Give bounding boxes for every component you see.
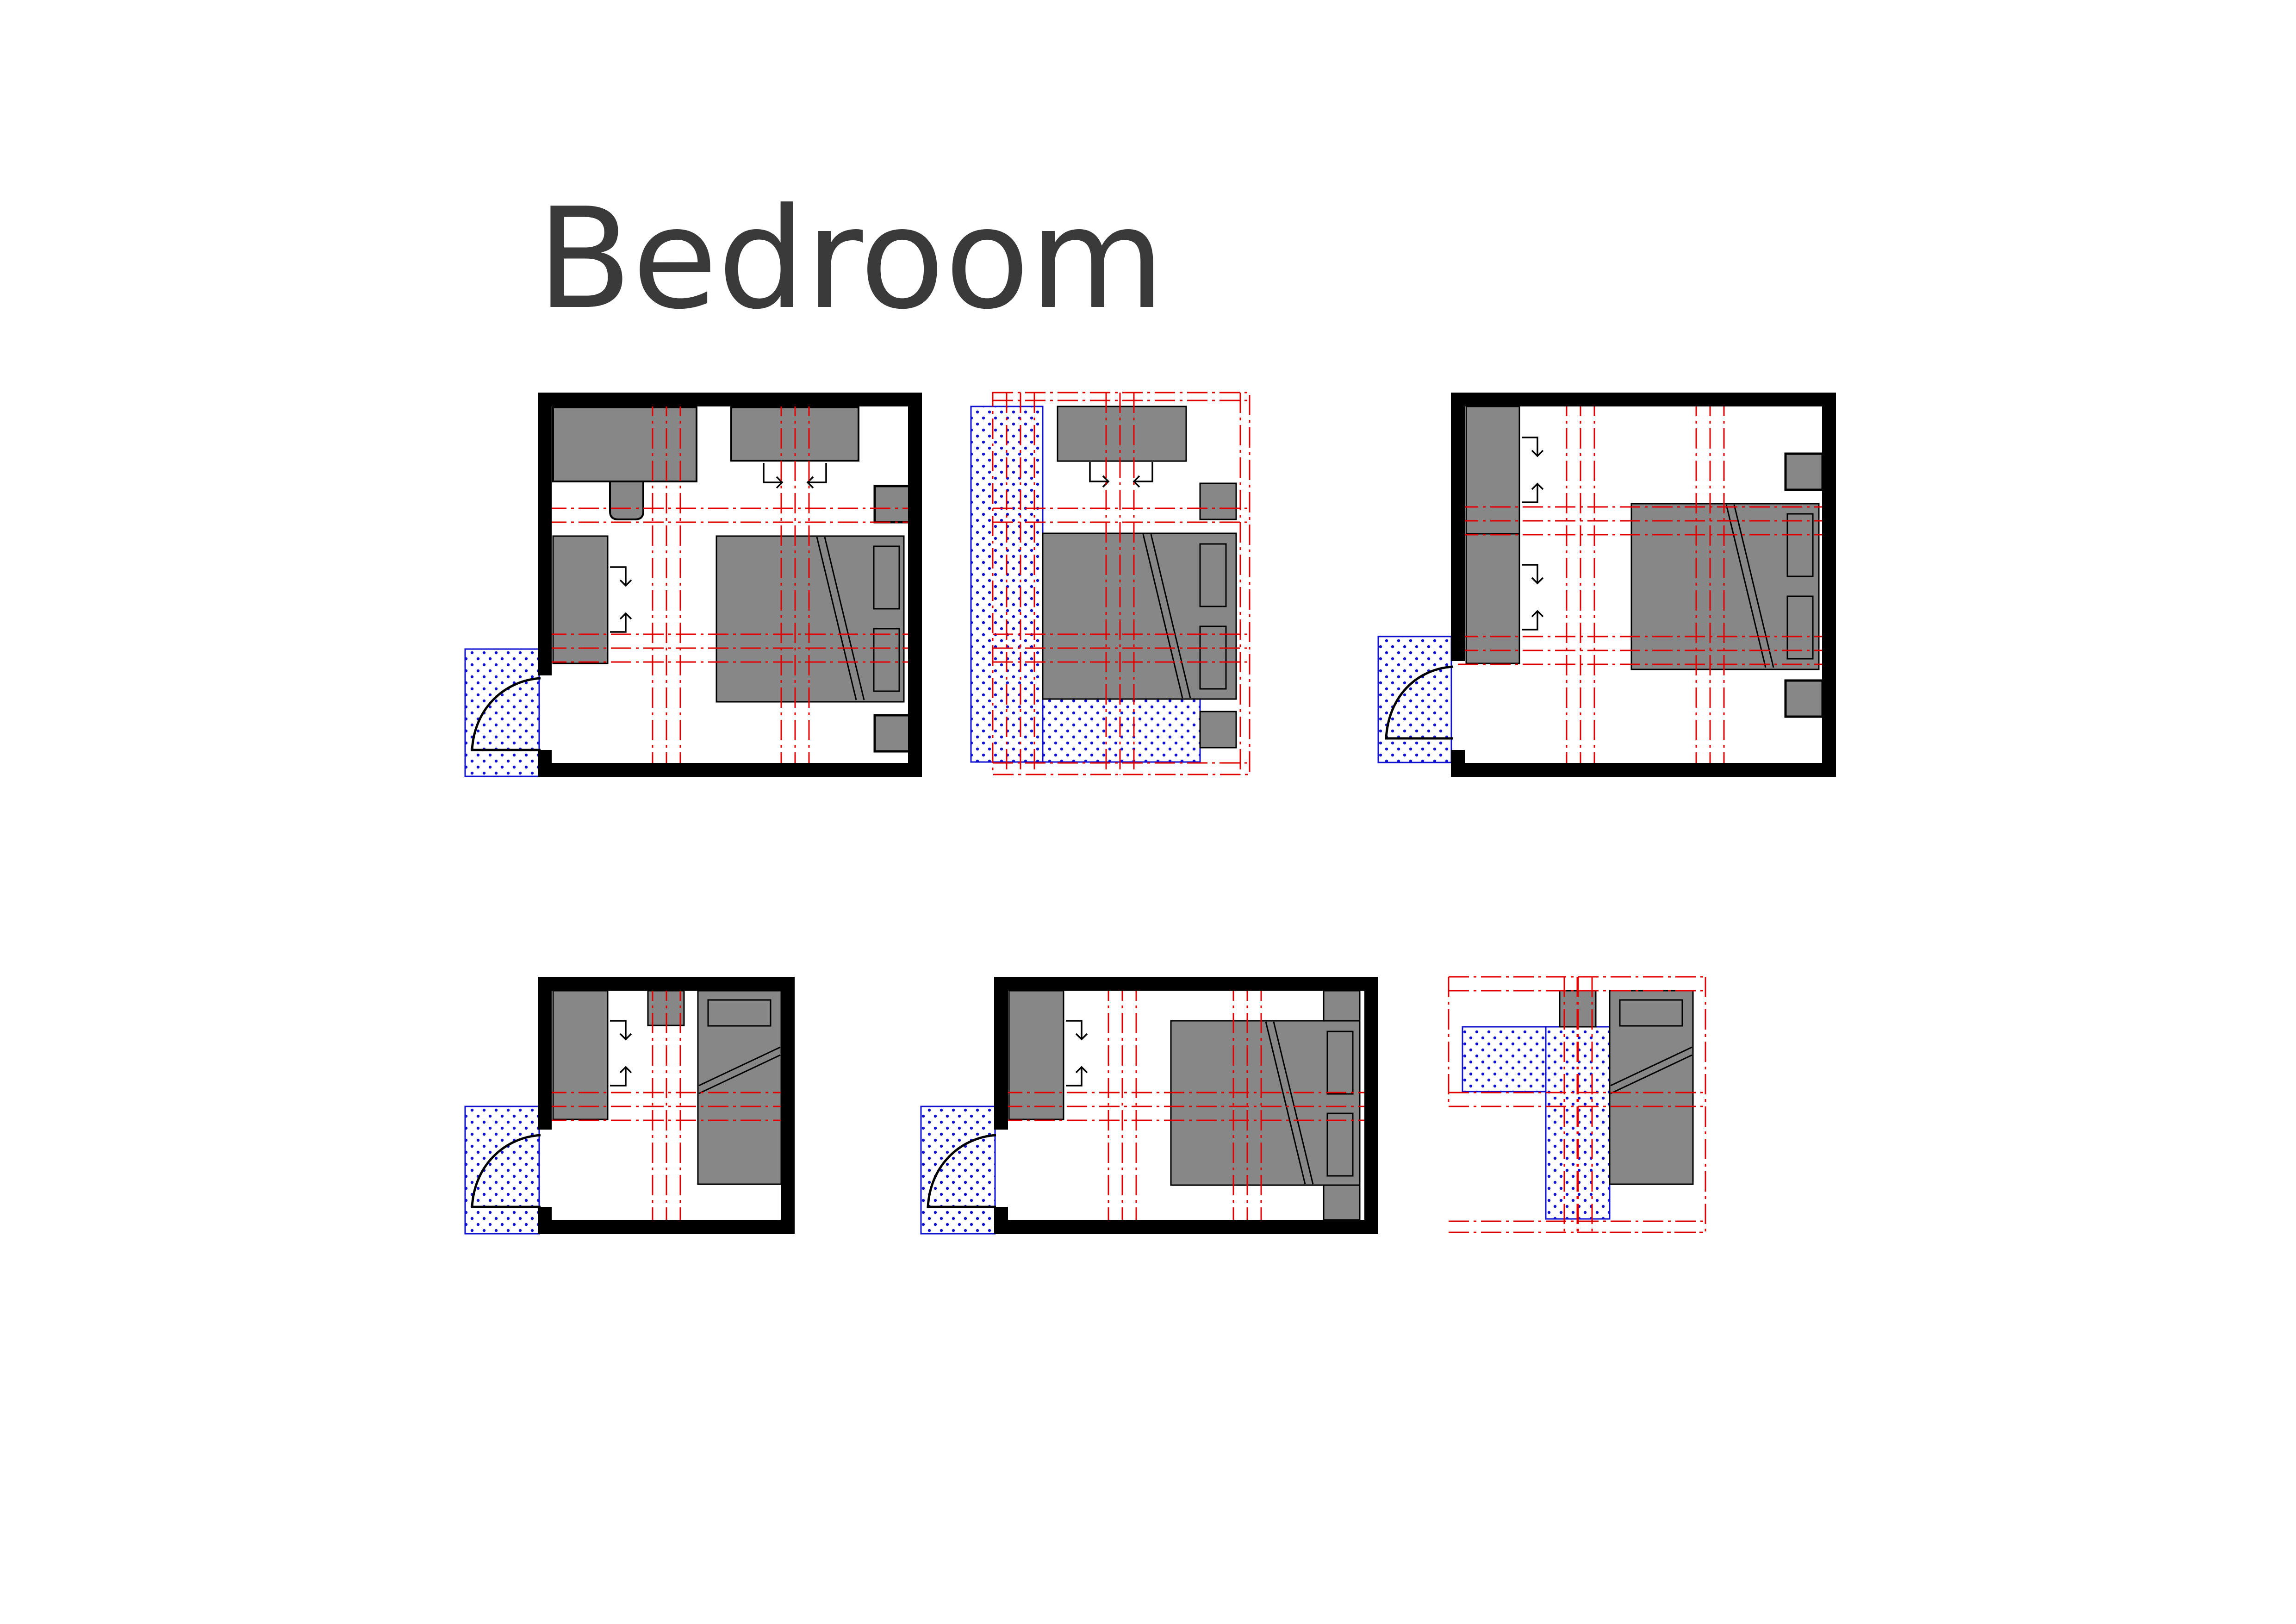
door-swing-icon — [927, 1134, 996, 1208]
drawer-arrow-icon — [1066, 1020, 1088, 1087]
guide-lines — [992, 392, 1251, 775]
plan-6 — [1448, 976, 1706, 1233]
walls — [1451, 393, 1836, 777]
walls — [994, 977, 1378, 1234]
door-swing-icon — [471, 1134, 541, 1208]
nightstand — [873, 485, 912, 524]
wardrobe — [552, 990, 609, 1120]
double-bed — [1042, 532, 1237, 700]
plan-1 — [464, 393, 922, 777]
door-clearance-zone — [464, 1106, 540, 1235]
nightstand — [1199, 711, 1237, 749]
double-bed — [1170, 1020, 1361, 1186]
nightstand — [1784, 679, 1824, 718]
guide-lines — [1458, 396, 1830, 766]
clearance-zone — [1042, 698, 1201, 763]
door-swing-icon — [1385, 665, 1454, 740]
guide-lines — [546, 981, 789, 1227]
double-bed — [1630, 503, 1820, 670]
door-clearance-zone — [1377, 636, 1452, 763]
drawer-arrow-icon — [1089, 462, 1153, 488]
nightstand — [1784, 452, 1824, 491]
wardrobe — [1008, 990, 1064, 1120]
walls — [538, 977, 795, 1234]
walls — [538, 393, 922, 777]
single-bed — [697, 990, 782, 1185]
door-swing-icon — [471, 677, 541, 751]
plan-3 — [1377, 393, 1836, 777]
nightstand — [873, 714, 912, 753]
drawer-arrow-icon — [610, 1020, 632, 1087]
door-clearance-zone — [920, 1106, 996, 1235]
guide-lines — [1002, 981, 1368, 1227]
double-bed — [716, 535, 905, 703]
clearance-zone — [1462, 1026, 1547, 1093]
dresser — [552, 535, 609, 664]
wardrobe — [1465, 406, 1520, 535]
chair — [609, 481, 644, 520]
page-title: Bedroom — [537, 178, 1165, 340]
drawer-arrow-icon — [1522, 437, 1544, 631]
guide-lines — [546, 396, 919, 768]
wardrobe — [552, 406, 697, 482]
plan-2 — [970, 392, 1251, 775]
guide-lines — [1448, 976, 1706, 1233]
plan-4 — [464, 977, 795, 1235]
single-bed — [1609, 990, 1694, 1185]
plan-5 — [920, 977, 1378, 1235]
nightstand — [1199, 482, 1237, 520]
drawer-arrow-icon — [610, 463, 827, 633]
door-clearance-zone — [464, 648, 540, 777]
desk — [1057, 406, 1187, 462]
wardrobe — [1465, 533, 1520, 664]
